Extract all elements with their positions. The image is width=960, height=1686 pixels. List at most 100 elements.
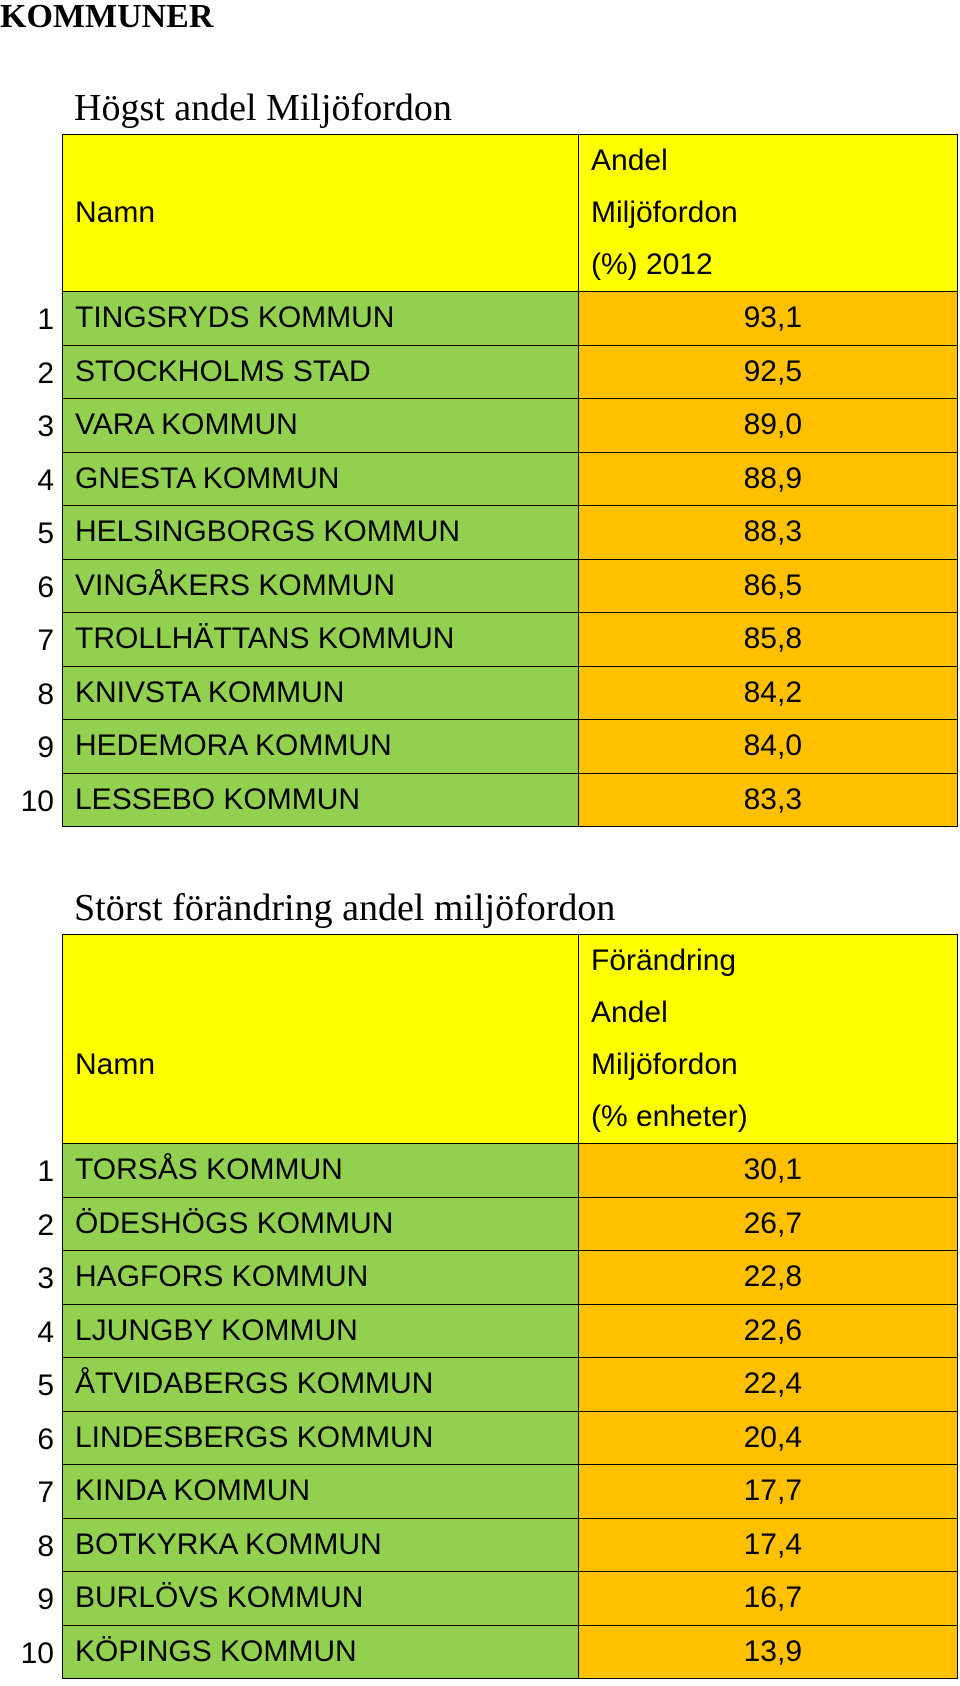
table1: Namn Andel Miljöfordon (%) 2012 TINGSRYD… [62, 134, 958, 827]
rank-number: 3 [37, 1262, 54, 1295]
table2-row: ÖDESHÖGS KOMMUN 26,7 [62, 1196, 958, 1251]
table2-rank-column: 1 2 3 4 5 6 7 8 9 10 [0, 1142, 54, 1677]
municipality-name: LINDESBERGS KOMMUN [62, 1410, 579, 1465]
municipality-name: TROLLHÄTTANS KOMMUN [62, 612, 579, 667]
municipality-name: TORSÅS KOMMUN [62, 1143, 579, 1198]
table1-row: VINGÅKERS KOMMUN 86,5 [62, 558, 958, 613]
share-value: 13,9 [578, 1624, 958, 1679]
municipality-name: BURLÖVS KOMMUN [62, 1571, 579, 1626]
table2-row: LINDESBERGS KOMMUN 20,4 [62, 1410, 958, 1465]
rank-number: 7 [37, 624, 54, 657]
municipality-name: ÅTVIDABERGS KOMMUN [62, 1357, 579, 1412]
page-heading: KOMMUNER [0, 0, 214, 35]
table1-header-name: Namn [62, 134, 579, 292]
table1-row: KNIVSTA KOMMUN 84,2 [62, 665, 958, 720]
share-value: 16,7 [578, 1571, 958, 1626]
municipality-name: TINGSRYDS KOMMUN [62, 291, 579, 346]
municipality-name: HAGFORS KOMMUN [62, 1250, 579, 1305]
share-value: 92,5 [578, 344, 958, 399]
table2-row: TORSÅS KOMMUN 30,1 [62, 1143, 958, 1198]
table1-header-line-1: Andel [591, 144, 668, 177]
table1-row: STOCKHOLMS STAD 92,5 [62, 344, 958, 399]
table2-title: Störst förändring andel miljöfordon [74, 887, 616, 929]
rank-number: 5 [37, 517, 54, 550]
share-value: 85,8 [578, 612, 958, 667]
municipality-name: KNIVSTA KOMMUN [62, 665, 579, 720]
table1-title: Högst andel Miljöfordon [74, 87, 452, 129]
table1-header-line-2: Miljöfordon [591, 196, 738, 229]
share-value: 93,1 [578, 291, 958, 346]
table1-row: HELSINGBORGS KOMMUN 88,3 [62, 505, 958, 560]
rank-number: 5 [37, 1369, 54, 1402]
municipality-name: KINDA KOMMUN [62, 1464, 579, 1519]
share-value: 26,7 [578, 1196, 958, 1251]
share-value: 20,4 [578, 1410, 958, 1465]
municipality-name: VARA KOMMUN [62, 398, 579, 453]
table2-row: KÖPINGS KOMMUN 13,9 [62, 1624, 958, 1679]
rank-number: 1 [37, 303, 54, 336]
table1-row: HEDEMORA KOMMUN 84,0 [62, 719, 958, 774]
share-value: 88,3 [578, 505, 958, 560]
share-value: 89,0 [578, 398, 958, 453]
municipality-name: LJUNGBY KOMMUN [62, 1303, 579, 1358]
table2-row: KINDA KOMMUN 17,7 [62, 1464, 958, 1519]
table2-header-line-3: Miljöfordon [591, 1048, 738, 1081]
municipality-name: GNESTA KOMMUN [62, 451, 579, 506]
municipality-name: VINGÅKERS KOMMUN [62, 558, 579, 613]
share-value: 84,0 [578, 719, 958, 774]
municipality-name: LESSEBO KOMMUN [62, 772, 579, 827]
rank-number: 9 [37, 1583, 54, 1616]
rank-number: 2 [37, 356, 54, 390]
table1-header-value: Andel Miljöfordon (%) 2012 [578, 134, 958, 292]
table2-header-line-4: (% enheter) [591, 1100, 748, 1133]
table2-row: BURLÖVS KOMMUN 16,7 [62, 1571, 958, 1626]
table1-header-line-3: (%) 2012 [591, 248, 713, 281]
rank-number: 10 [20, 1636, 54, 1670]
share-value: 22,8 [578, 1250, 958, 1305]
rank-number: 1 [37, 1155, 54, 1188]
table2: Namn Förändring Andel Miljöfordon (% enh… [62, 934, 958, 1679]
table2-row: BOTKYRKA KOMMUN 17,4 [62, 1517, 958, 1572]
table1-header-row: Namn Andel Miljöfordon (%) 2012 [62, 134, 958, 292]
rank-number: 7 [37, 1476, 54, 1509]
municipality-name: KÖPINGS KOMMUN [62, 1624, 579, 1679]
table1-row: LESSEBO KOMMUN 83,3 [62, 772, 958, 827]
table2-header-name: Namn [62, 934, 579, 1144]
table1-row: TROLLHÄTTANS KOMMUN 85,8 [62, 612, 958, 667]
rank-number: 6 [37, 570, 54, 604]
share-value: 22,6 [578, 1303, 958, 1358]
rank-number: 2 [37, 1208, 54, 1242]
share-value: 17,4 [578, 1517, 958, 1572]
table2-header-line-2: Andel [591, 996, 668, 1029]
table1-row: GNESTA KOMMUN 88,9 [62, 451, 958, 506]
municipality-name: ÖDESHÖGS KOMMUN [62, 1196, 579, 1251]
municipality-name: HEDEMORA KOMMUN [62, 719, 579, 774]
table2-header-row: Namn Förändring Andel Miljöfordon (% enh… [62, 934, 958, 1144]
table2-row: LJUNGBY KOMMUN 22,6 [62, 1303, 958, 1358]
share-value: 22,4 [578, 1357, 958, 1412]
rank-number: 4 [37, 463, 54, 497]
table2-header-value: Förändring Andel Miljöfordon (% enheter) [578, 934, 958, 1144]
rank-number: 8 [37, 1529, 54, 1563]
table1-rank-column: 1 2 3 4 5 6 7 8 9 10 [0, 290, 54, 825]
rank-number: 3 [37, 410, 54, 443]
share-value: 30,1 [578, 1143, 958, 1198]
share-value: 88,9 [578, 451, 958, 506]
municipality-name: STOCKHOLMS STAD [62, 344, 579, 399]
municipality-name: HELSINGBORGS KOMMUN [62, 505, 579, 560]
municipality-name: BOTKYRKA KOMMUN [62, 1517, 579, 1572]
share-value: 17,7 [578, 1464, 958, 1519]
share-value: 86,5 [578, 558, 958, 613]
rank-number: 8 [37, 677, 54, 711]
table2-row: ÅTVIDABERGS KOMMUN 22,4 [62, 1357, 958, 1412]
table2-row: HAGFORS KOMMUN 22,8 [62, 1250, 958, 1305]
share-value: 83,3 [578, 772, 958, 827]
rank-number: 4 [37, 1315, 54, 1349]
rank-number: 10 [20, 784, 54, 818]
share-value: 84,2 [578, 665, 958, 720]
table1-row: TINGSRYDS KOMMUN 93,1 [62, 291, 958, 346]
table2-header-line-1: Förändring [591, 944, 737, 977]
rank-number: 6 [37, 1422, 54, 1456]
rank-number: 9 [37, 731, 54, 764]
table1-row: VARA KOMMUN 89,0 [62, 398, 958, 453]
